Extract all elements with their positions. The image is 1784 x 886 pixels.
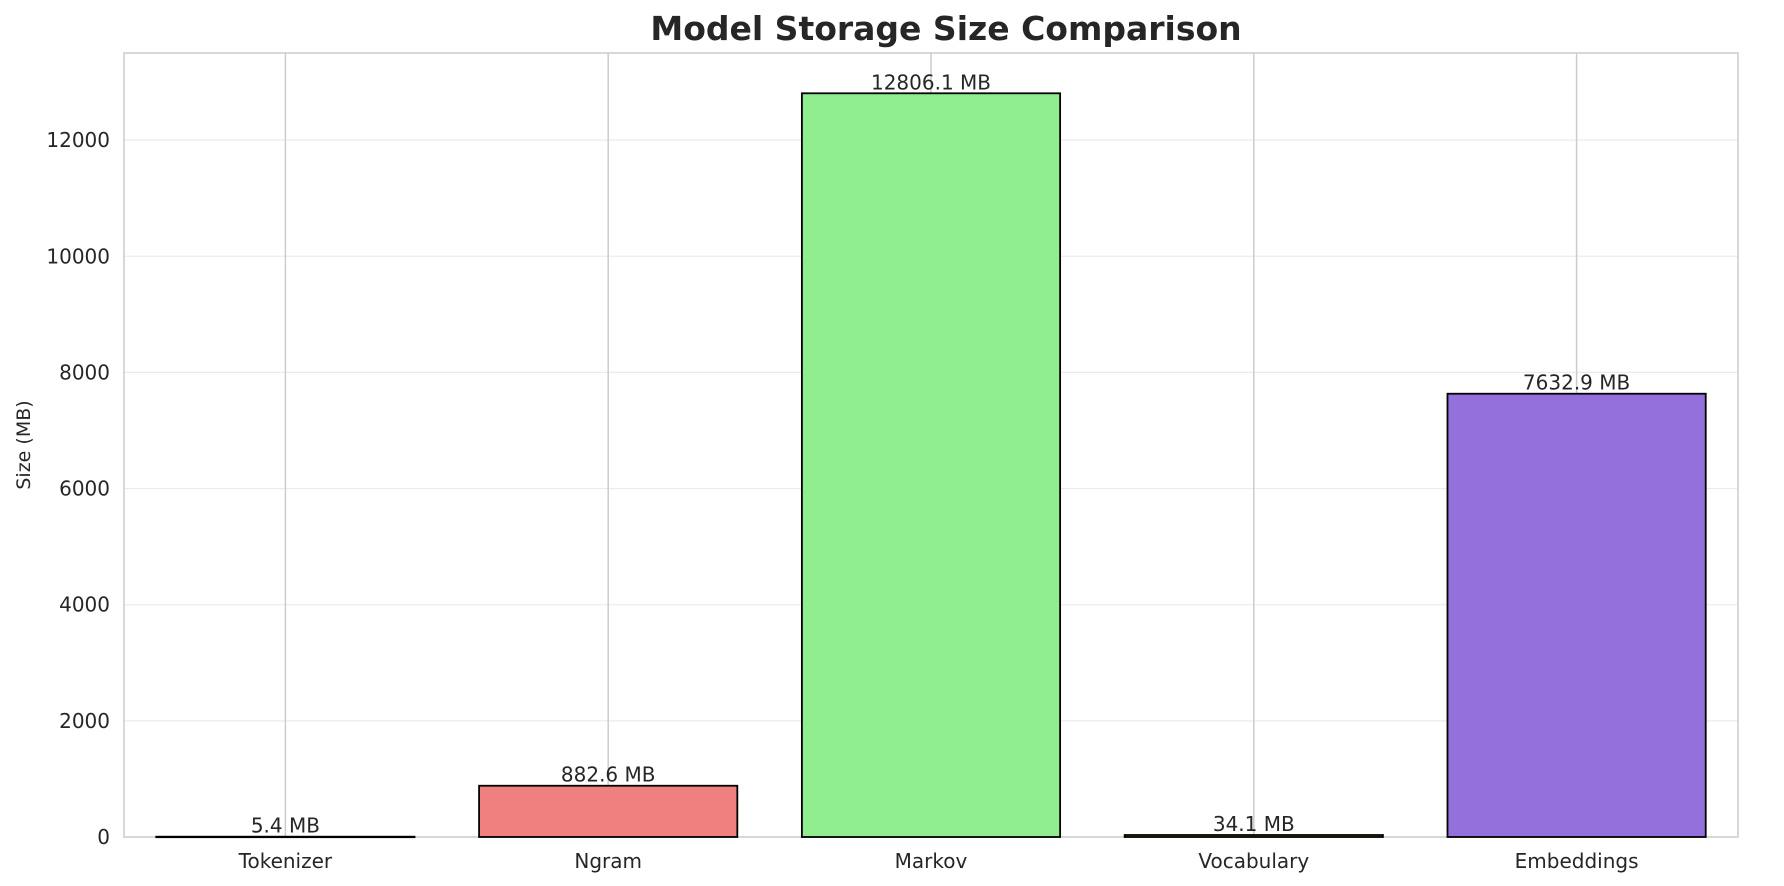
bar-tokenizer xyxy=(155,835,416,839)
bars xyxy=(155,92,1707,839)
y-tick-label: 10000 xyxy=(46,244,110,268)
y-tick-label: 12000 xyxy=(46,128,110,152)
x-tick-label: Markov xyxy=(895,849,968,873)
y-tick-label: 0 xyxy=(97,825,110,849)
bar-vocabulary xyxy=(1123,834,1384,838)
y-tick-label: 8000 xyxy=(59,360,110,384)
data-label-vocabulary: 34.1 MB xyxy=(1213,812,1295,836)
bar-ngram xyxy=(478,784,739,838)
data-label-ngram: 882.6 MB xyxy=(561,763,656,787)
y-tick-label: 2000 xyxy=(59,709,110,733)
chart-title: Model Storage Size Comparison xyxy=(650,9,1241,48)
y-axis-label: Size (MB) xyxy=(13,400,35,489)
x-tick-label: Embeddings xyxy=(1515,849,1639,873)
data-label-tokenizer: 5.4 MB xyxy=(251,814,320,838)
x-tick-label: Tokenizer xyxy=(238,849,333,873)
x-tick-labels: Tokenizer Ngram Markov Vocabulary Embeddings xyxy=(238,849,1639,873)
data-label-embeddings: 7632.9 MB xyxy=(1523,371,1630,395)
x-tick-label: Vocabulary xyxy=(1198,849,1309,873)
bar-embeddings xyxy=(1446,392,1707,838)
bar-markov xyxy=(800,92,1062,838)
y-tick-label: 4000 xyxy=(59,593,110,617)
y-tick-label: 6000 xyxy=(59,477,110,501)
data-label-markov: 12806.1 MB xyxy=(871,70,991,94)
x-tick-label: Ngram xyxy=(574,849,642,873)
y-tick-labels: 0 2000 4000 6000 8000 10000 12000 xyxy=(46,128,110,849)
data-labels: 5.4 MB 882.6 MB 12806.1 MB 34.1 MB 7632.9 MB xyxy=(251,70,1630,837)
